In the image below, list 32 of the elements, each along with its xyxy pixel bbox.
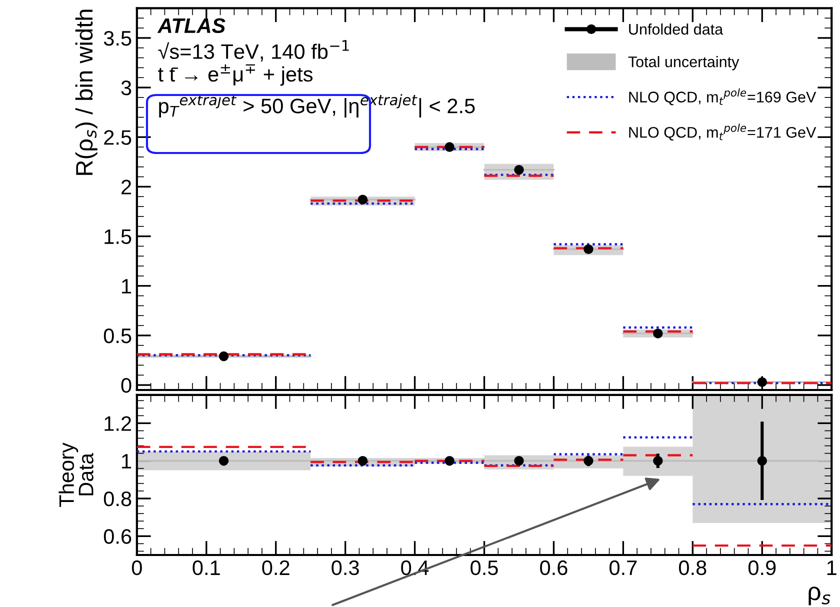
annotation: √s=13 TeV, 140 fb$^{−1}$ <box>158 40 349 62</box>
y-tick-label: 1.2 <box>104 416 132 431</box>
x-tick-label: 0.6 <box>540 560 568 576</box>
y-tick-label: 2.5 <box>104 130 132 145</box>
legend-label: Total uncertainty <box>628 56 740 70</box>
y-tick-label: 0.8 <box>104 492 132 506</box>
y-tick-label: 0 <box>121 378 132 393</box>
x-tick-label: 1 <box>827 560 836 575</box>
x-tick-label: 0.8 <box>679 560 706 576</box>
y-tick-label: 1.5 <box>104 230 132 244</box>
y-axis-title: R(ρ$_{s}$) / bin width <box>75 10 98 175</box>
y-tick-label: 0.5 <box>104 328 132 344</box>
x-tick-label: 0.9 <box>748 560 776 576</box>
legend-label: NLO QCD, m$_{t}$$^{pole}$=169 GeV <box>629 88 816 106</box>
x-axis-title: ρ$_{s}$ <box>808 586 830 606</box>
y-axis-title: Theory Data <box>58 442 94 507</box>
x-tick-label: 0.5 <box>470 560 498 576</box>
x-tick-label: 0.1 <box>192 560 220 576</box>
y-tick-label: 0.6 <box>104 529 132 544</box>
y-tick-label: 3 <box>121 80 132 96</box>
y-tick-label: 1 <box>122 279 132 294</box>
x-tick-label: 0 <box>132 560 142 576</box>
annotation: ATLAS <box>157 18 226 34</box>
y-tick-label: 1 <box>122 454 132 468</box>
y-tick-label: 3.5 <box>104 30 132 46</box>
x-tick-label: 0.2 <box>262 560 290 576</box>
annotation: t t̄ → e$^{±}$μ$^{∓}$ + jets <box>158 64 313 86</box>
x-tick-label: 0.7 <box>610 560 637 576</box>
y-tick-label: 2 <box>122 180 132 194</box>
x-tick-label: 0.3 <box>332 560 359 576</box>
legend-label: NLO QCD, m$_{t}$$^{pole}$=171 GeV <box>629 124 816 141</box>
legend-label: Unfolded data <box>629 23 724 35</box>
